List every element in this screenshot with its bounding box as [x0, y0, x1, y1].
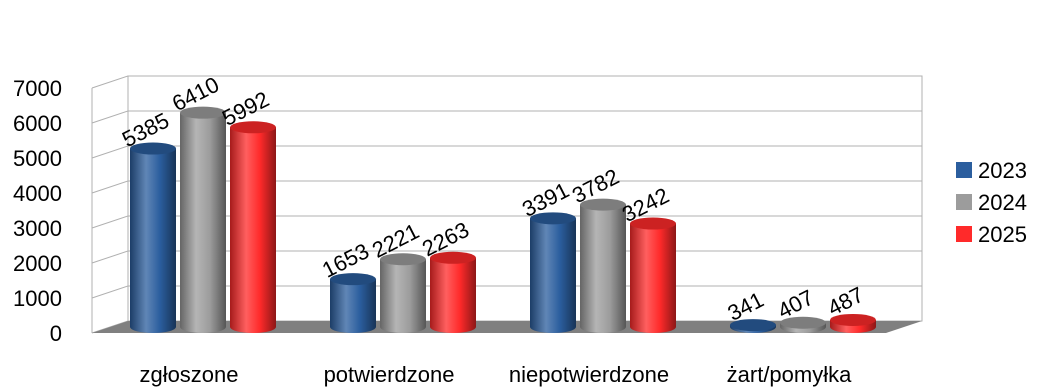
bar-top: [180, 106, 226, 119]
bar: [730, 319, 776, 333]
bar-top: [830, 313, 876, 326]
bar-top: [630, 217, 676, 230]
y-tick-label: 7000: [13, 76, 62, 101]
gridline-side: [91, 215, 129, 229]
bar: [130, 142, 176, 333]
gridline-side: [91, 180, 129, 194]
bars: [130, 106, 876, 334]
legend-swatch: [956, 194, 972, 210]
bar: [230, 121, 276, 333]
category-label: niepotwierdzone: [509, 362, 669, 387]
y-tick-label: 0: [50, 321, 62, 346]
gridline-side: [91, 145, 129, 159]
chart-floor: [92, 321, 922, 333]
bar-top: [130, 142, 176, 155]
bar-body: [230, 127, 276, 333]
y-tick-label: 1000: [13, 286, 62, 311]
legend-label: 2023: [978, 158, 1027, 183]
bar-body: [430, 257, 476, 333]
bar-top: [230, 121, 276, 134]
category-label: żart/pomyłka: [727, 362, 852, 387]
y-tick-label: 4000: [13, 181, 62, 206]
bar-top: [530, 212, 576, 225]
category-label: zgłoszone: [139, 362, 238, 387]
gridline-side: [91, 285, 129, 299]
bar: [830, 313, 876, 333]
bar-top: [580, 198, 626, 211]
gridline-side: [91, 110, 129, 124]
legend: 2023 2024 2025: [956, 158, 1027, 247]
bar-top: [430, 251, 476, 264]
bar-body: [580, 204, 626, 333]
bar: [430, 251, 476, 333]
bar: [630, 217, 676, 333]
bar: [780, 316, 826, 333]
bar-top: [730, 319, 776, 332]
legend-swatch: [956, 226, 972, 242]
bar-body: [180, 112, 226, 334]
bar-body: [630, 223, 676, 333]
bar: [330, 273, 376, 333]
bar-body: [380, 259, 426, 333]
category-label: potwierdzone: [324, 362, 455, 387]
legend-label: 2025: [978, 222, 1027, 247]
gridline-side: [91, 75, 129, 89]
bar-body: [330, 279, 376, 333]
y-tick-label: 2000: [13, 251, 62, 276]
y-axis-ticks: 0 1000 2000 3000 4000 5000 6000 7000: [13, 76, 62, 346]
bar-top: [780, 316, 826, 329]
y-tick-label: 3000: [13, 216, 62, 241]
bar: [180, 106, 226, 334]
bar: [580, 198, 626, 333]
bar: [530, 212, 576, 333]
x-axis-categories: zgłoszone potwierdzone niepotwierdzone żart…: [139, 362, 852, 387]
bar-top: [380, 253, 426, 266]
bar-top: [330, 273, 376, 286]
legend-swatch: [956, 162, 972, 178]
bar-body: [130, 148, 176, 333]
floor-plane: [92, 321, 922, 333]
bar-body: [530, 218, 576, 333]
y-tick-label: 5000: [13, 146, 62, 171]
gridline-side: [91, 250, 129, 264]
legend-label: 2024: [978, 190, 1027, 215]
y-tick-label: 6000: [13, 111, 62, 136]
bar: [380, 253, 426, 333]
